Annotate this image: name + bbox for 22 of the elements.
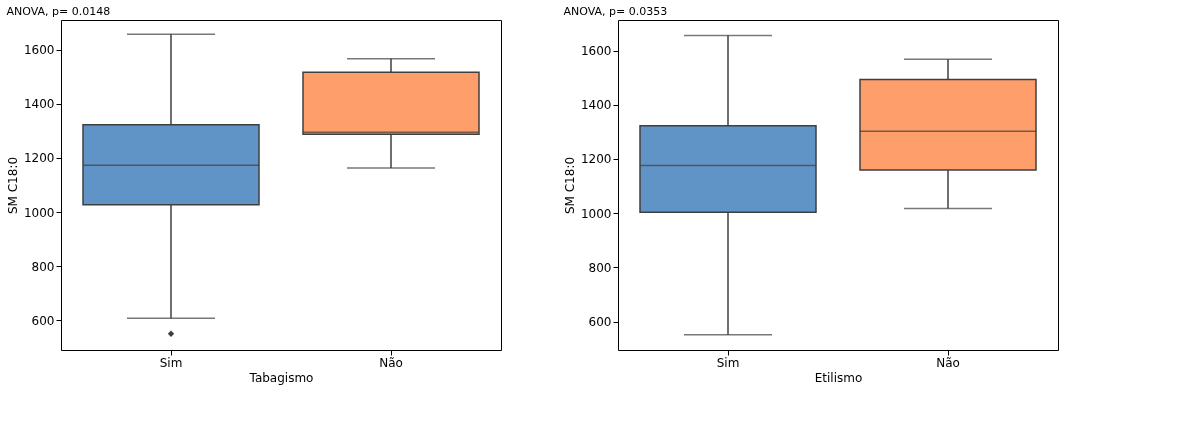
y-tick-label: 1600	[23, 43, 55, 58]
y-tick-label: 1400	[580, 98, 612, 113]
x-axis-title: Tabagismo	[248, 370, 314, 385]
x-tick-label: Sim	[159, 355, 183, 370]
y-tick-label: 1200	[23, 151, 55, 166]
y-tick-label: 1600	[580, 44, 612, 59]
chart-title: ANOVA, p= 0.0148	[6, 5, 111, 18]
x-tick-label: Não	[936, 355, 960, 370]
y-tick-label: 1000	[23, 205, 55, 220]
y-axis-title: SM C18:0	[5, 156, 20, 215]
x-tick-label: Sim	[716, 355, 740, 370]
y-axis-title: SM C18:0	[562, 156, 577, 215]
y-tick-label: 1000	[580, 206, 612, 221]
x-axis-title: Etilismo	[814, 370, 863, 385]
y-tick-label: 1400	[23, 97, 55, 112]
y-tick-label: 800	[588, 260, 612, 275]
chart-title: ANOVA, p= 0.0353	[563, 5, 668, 18]
y-tick-label: 600	[588, 315, 612, 330]
y-tick-label: 1200	[580, 152, 612, 167]
y-tick-label: 800	[31, 259, 55, 274]
x-tick-label: Não	[379, 355, 403, 370]
y-tick-label: 600	[31, 313, 55, 328]
